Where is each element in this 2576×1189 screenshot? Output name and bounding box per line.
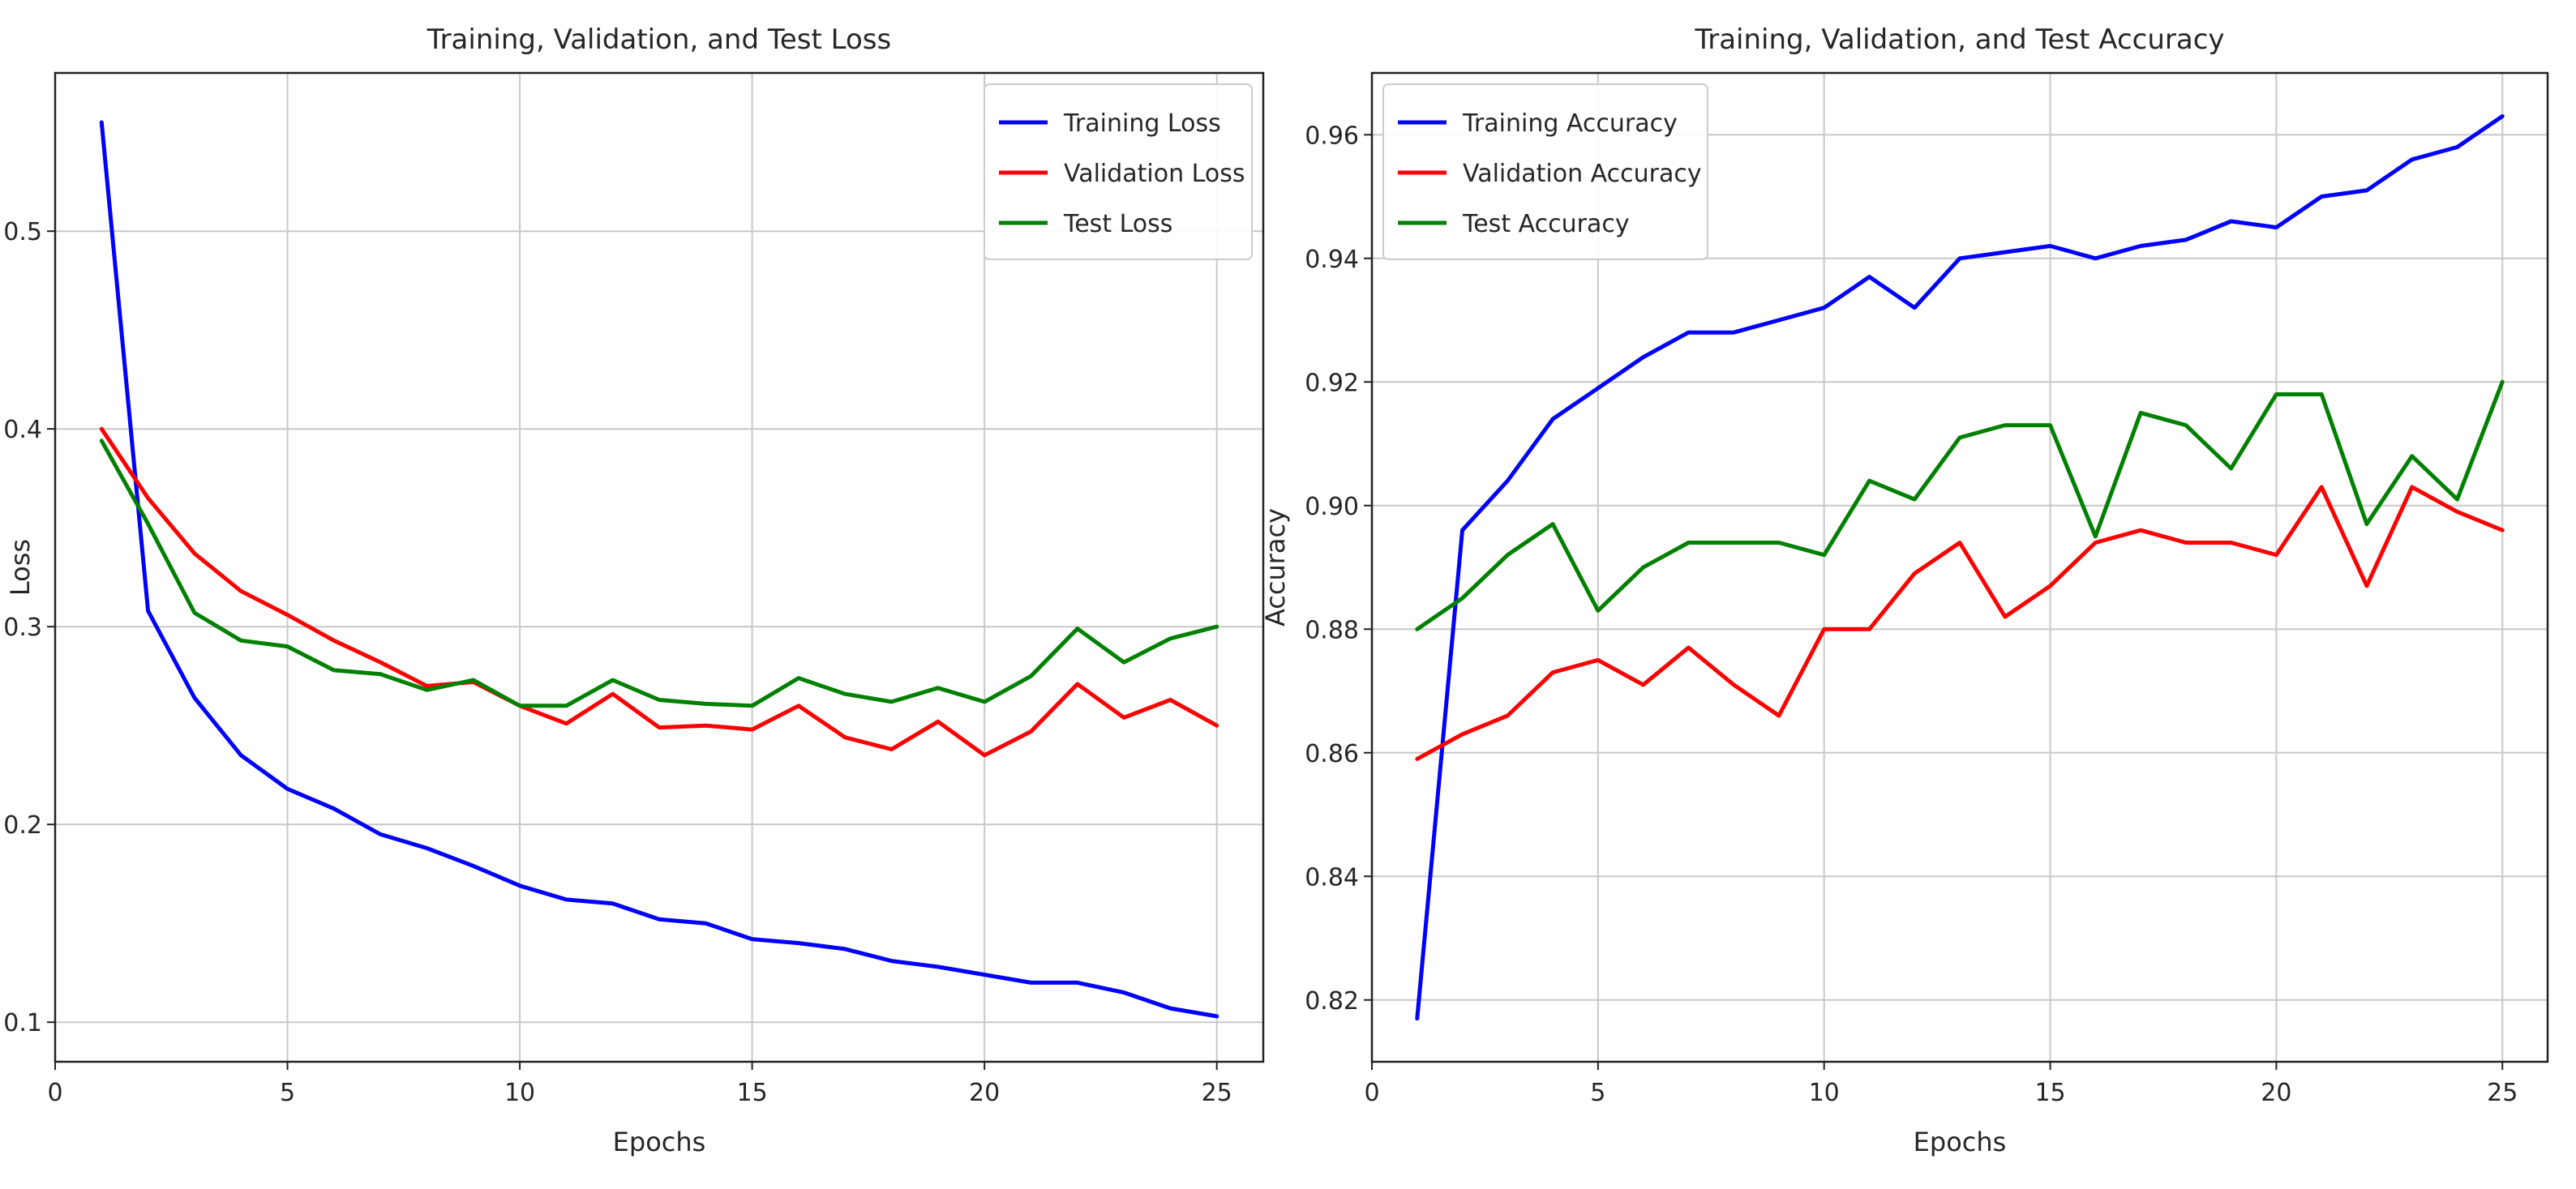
series-line-validation-loss [99, 426, 1219, 758]
legend-entry: Validation Accuracy [1463, 160, 1702, 188]
y-tick-label: 0.86 [1305, 740, 1359, 768]
chart-title: Training, Validation, and Test Loss [426, 24, 891, 56]
y-tick-label: 0.5 [3, 218, 42, 246]
x-tick-label: 0 [47, 1079, 62, 1107]
legend-entry: Test Loss [1063, 210, 1172, 238]
y-tick-label: 0.88 [1305, 616, 1359, 644]
series-line-training-accuracy [1415, 113, 2505, 1021]
legend-box [984, 83, 1253, 260]
x-tick-label: 5 [1590, 1079, 1605, 1107]
legend-entry: Training Loss [1063, 109, 1221, 138]
x-tick-label: 15 [737, 1079, 768, 1107]
y-tick-label: 0.3 [3, 614, 42, 642]
x-axis-label: Epochs [1914, 1127, 2007, 1157]
x-tick-label: 5 [280, 1079, 295, 1107]
accuracy-chart: 0 5 10 15 20 25 0.82 0.84 0.86 0.88 0.90 0.92 0.94 0.… [1260, 24, 2549, 1157]
legend-entry: Training Accuracy [1462, 109, 1678, 138]
x-tick-label: 10 [504, 1079, 535, 1107]
x-axis-label: Epochs [613, 1127, 706, 1157]
legend-entry: Test Accuracy [1462, 210, 1630, 238]
x-tick-label: 20 [2261, 1079, 2291, 1107]
y-tick-label: 0.90 [1305, 493, 1359, 521]
y-tick-label: 0.84 [1305, 863, 1359, 892]
y-axis-label: Accuracy [1260, 508, 1291, 627]
series-line-test-accuracy [1415, 379, 2505, 631]
x-tick-label: 20 [969, 1079, 1000, 1107]
y-tick-label: 0.1 [3, 1009, 42, 1037]
series-line-test-loss [99, 438, 1219, 708]
legend-entry: Validation Loss [1064, 160, 1245, 188]
plot-frame [54, 71, 1265, 1063]
x-tick-label: 10 [1809, 1079, 1840, 1107]
chart-title: Training, Validation, and Test Accuracy [1694, 24, 2224, 56]
y-axis-label: Loss [5, 539, 36, 596]
legend: Training Accuracy Validation Accuracy Test… [1382, 83, 1708, 260]
y-tick-label: 0.4 [3, 416, 42, 444]
legend: Training Loss Validation Loss Test Loss [984, 83, 1253, 260]
y-tick-label: 0.96 [1305, 122, 1359, 150]
x-tick-label: 25 [1202, 1079, 1232, 1107]
x-tick-label: 25 [2487, 1079, 2518, 1107]
loss-chart: 0 5 10 15 20 25 0.1 0.2 0.3 0.4 0.5 Training, Valid… [3, 24, 1265, 1157]
plot-frame [1370, 71, 2549, 1063]
series-line-training-loss [99, 120, 1219, 1019]
y-tick-label: 0.92 [1305, 369, 1359, 397]
x-tick-label: 15 [2034, 1079, 2065, 1107]
y-tick-label: 0.94 [1305, 246, 1359, 274]
legend-box [1382, 83, 1708, 260]
y-tick-label: 0.2 [3, 811, 42, 840]
x-tick-label: 0 [1364, 1079, 1379, 1107]
series-line-validation-accuracy [1415, 485, 2505, 761]
y-tick-label: 0.82 [1305, 987, 1359, 1016]
